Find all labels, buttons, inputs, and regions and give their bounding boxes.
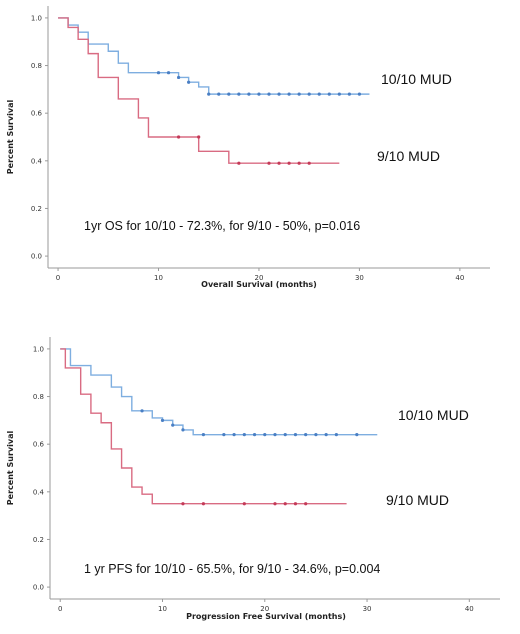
series-layer bbox=[58, 17, 370, 165]
censor-marker-10-10 bbox=[267, 92, 271, 96]
censor-marker-10-10 bbox=[227, 92, 231, 96]
censor-marker-10-10 bbox=[357, 92, 362, 96]
series-label-9-10: 9/10 MUD bbox=[377, 148, 440, 164]
censor-marker-9-10 bbox=[283, 502, 287, 506]
y-axis-title: Percent Survival bbox=[6, 100, 15, 175]
censor-marker-10-10 bbox=[334, 433, 338, 437]
y-tick-label: 1.0 bbox=[31, 14, 42, 22]
censor-marker-10-10 bbox=[217, 92, 221, 96]
y-tick-label: 0.6 bbox=[33, 441, 45, 449]
y-tick-label: 0.2 bbox=[31, 205, 42, 213]
x-axis-title: Overall Survival (months) bbox=[201, 280, 317, 289]
survival-curve-9-10 bbox=[58, 17, 340, 164]
censor-marker-10-10 bbox=[283, 433, 287, 437]
survival-curve-10-10 bbox=[58, 17, 370, 95]
y-axis-title: Percent Survival bbox=[6, 431, 15, 506]
censor-marker-10-10 bbox=[277, 92, 281, 96]
x-tick-label: 0 bbox=[58, 605, 62, 613]
survival-annotation: 1 yr PFS for 10/10 - 65.5%, for 9/10 - 3… bbox=[84, 562, 380, 576]
censor-marker-9-10 bbox=[237, 161, 241, 165]
censor-marker-10-10 bbox=[317, 92, 321, 96]
y-tick-label: 0.6 bbox=[31, 110, 43, 118]
censor-marker-10-10 bbox=[171, 423, 175, 427]
progression-free-survival-chart: Percent Survival Progression Free Surviv… bbox=[6, 337, 500, 621]
censor-marker-10-10 bbox=[160, 418, 165, 422]
x-tick-label: 10 bbox=[158, 605, 167, 613]
x-tick-label: 30 bbox=[363, 605, 372, 613]
censor-marker-10-10 bbox=[207, 92, 211, 96]
x-tick-label: 0 bbox=[56, 274, 60, 282]
censor-marker-10-10 bbox=[347, 92, 351, 96]
censor-marker-10-10 bbox=[242, 433, 246, 437]
y-tick-label: 0.8 bbox=[31, 62, 42, 70]
y-tick-label: 0.4 bbox=[31, 157, 43, 165]
censor-marker-10-10 bbox=[293, 433, 298, 437]
censor-marker-9-10 bbox=[307, 161, 311, 165]
censor-marker-10-10 bbox=[247, 92, 251, 96]
censor-marker-9-10 bbox=[181, 502, 185, 506]
censor-marker-10-10 bbox=[355, 433, 359, 437]
y-tick-label: 0.4 bbox=[33, 488, 45, 496]
censor-marker-10-10 bbox=[232, 433, 236, 437]
series-label-10-10: 10/10 MUD bbox=[398, 407, 469, 423]
censor-marker-10-10 bbox=[287, 92, 291, 96]
censor-marker-9-10 bbox=[242, 502, 246, 506]
censor-marker-9-10 bbox=[176, 135, 181, 139]
censor-marker-10-10 bbox=[257, 92, 261, 96]
censor-marker-10-10 bbox=[263, 433, 267, 437]
x-axis-title: Progression Free Survival (months) bbox=[186, 612, 346, 621]
overall-survival-chart: Percent Survival Overall Survival (month… bbox=[6, 6, 490, 289]
survival-annotation: 1yr OS for 10/10 - 72.3%, for 9/10 - 50%… bbox=[84, 219, 360, 233]
x-tick-label: 40 bbox=[465, 605, 474, 613]
tick-group: 0.0 0.2 0.4 0.6 0.8 1.0 0 10 20 30 40 bbox=[33, 345, 474, 613]
x-tick-label: 20 bbox=[260, 605, 269, 613]
censor-marker-10-10 bbox=[166, 71, 171, 75]
censor-marker-10-10 bbox=[314, 433, 318, 437]
censor-marker-10-10 bbox=[176, 75, 181, 80]
x-tick-label: 30 bbox=[355, 274, 364, 282]
censor-marker-10-10 bbox=[156, 71, 161, 75]
y-tick-label: 0.8 bbox=[33, 393, 44, 401]
x-tick-label: 40 bbox=[455, 274, 464, 282]
x-tick-label: 10 bbox=[154, 274, 163, 282]
censor-marker-9-10 bbox=[201, 502, 206, 506]
y-tick-label: 0.0 bbox=[33, 584, 44, 592]
censor-marker-9-10 bbox=[293, 502, 298, 506]
censor-marker-9-10 bbox=[287, 161, 291, 165]
censor-marker-10-10 bbox=[324, 433, 328, 437]
censor-marker-10-10 bbox=[181, 428, 185, 432]
censor-marker-10-10 bbox=[187, 80, 191, 84]
censor-marker-10-10 bbox=[337, 92, 341, 96]
censor-marker-9-10 bbox=[197, 135, 201, 139]
series-label-9-10: 9/10 MUD bbox=[386, 492, 449, 508]
censor-marker-10-10 bbox=[304, 433, 308, 437]
y-tick-label: 1.0 bbox=[33, 345, 44, 353]
censor-marker-9-10 bbox=[273, 502, 277, 506]
censor-marker-10-10 bbox=[307, 92, 311, 96]
y-tick-label: 0.2 bbox=[33, 536, 44, 544]
censor-marker-9-10 bbox=[304, 502, 308, 506]
x-tick-label: 20 bbox=[254, 274, 263, 282]
tick-group: 0.0 0.2 0.4 0.6 0.8 1.0 0 10 20 30 40 bbox=[31, 14, 464, 282]
censor-marker-9-10 bbox=[267, 161, 271, 165]
survival-curve-9-10 bbox=[60, 348, 347, 505]
censor-marker-10-10 bbox=[140, 409, 144, 413]
censor-marker-10-10 bbox=[252, 433, 257, 437]
series-label-10-10: 10/10 MUD bbox=[381, 71, 452, 87]
y-tick-label: 0.0 bbox=[31, 253, 42, 261]
censor-marker-10-10 bbox=[327, 92, 331, 96]
censor-marker-10-10 bbox=[201, 433, 206, 437]
censor-marker-9-10 bbox=[297, 161, 301, 165]
series-layer bbox=[60, 348, 378, 506]
censor-marker-10-10 bbox=[237, 92, 241, 96]
censor-marker-9-10 bbox=[277, 161, 281, 165]
survival-curve-10-10 bbox=[60, 348, 378, 436]
censor-marker-10-10 bbox=[273, 433, 277, 437]
censor-marker-10-10 bbox=[222, 433, 226, 437]
censor-marker-10-10 bbox=[297, 92, 301, 96]
